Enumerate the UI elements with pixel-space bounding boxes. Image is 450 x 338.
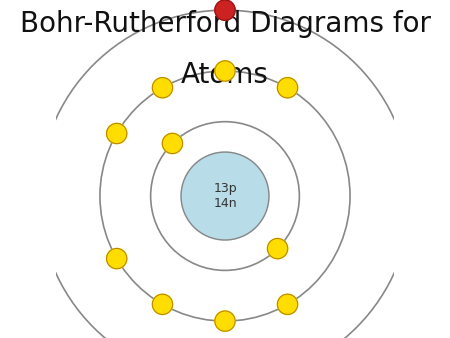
Circle shape (107, 123, 127, 144)
Circle shape (277, 294, 297, 314)
Circle shape (401, 186, 421, 206)
Circle shape (162, 133, 183, 153)
Circle shape (107, 248, 127, 269)
Circle shape (215, 0, 235, 20)
Circle shape (215, 311, 235, 331)
Circle shape (215, 61, 235, 81)
Circle shape (153, 78, 173, 98)
Text: Atoms: Atoms (181, 61, 269, 89)
Circle shape (153, 294, 173, 314)
Circle shape (181, 152, 269, 240)
Text: 13p
14n: 13p 14n (213, 182, 237, 210)
Circle shape (267, 239, 288, 259)
Circle shape (277, 78, 297, 98)
Text: Bohr-Rutherford Diagrams for: Bohr-Rutherford Diagrams for (19, 10, 431, 38)
